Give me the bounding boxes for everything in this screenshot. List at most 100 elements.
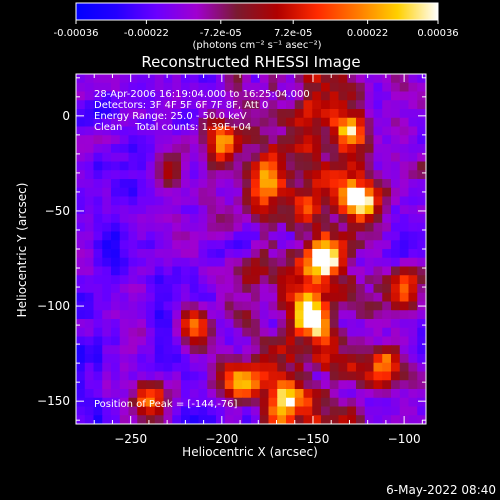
- heatmap-cell: [111, 100, 121, 110]
- heatmap-cell: [417, 196, 426, 206]
- heatmap-cell: [399, 179, 410, 189]
- y-axis-ticks: 0−50−100−150: [37, 77, 426, 421]
- heatmap-cell: [233, 152, 243, 163]
- heatmap-cell: [391, 170, 401, 180]
- heatmap-cell: [154, 126, 165, 136]
- heatmap-cell: [198, 152, 208, 163]
- heatmap-cell: [224, 266, 235, 276]
- heatmap-cell: [137, 389, 147, 399]
- heatmap-cell: [137, 117, 147, 128]
- heatmap-cell: [294, 240, 305, 250]
- heatmap-cell: [163, 74, 173, 84]
- heatmap-cell: [207, 380, 217, 390]
- heatmap-cell: [268, 231, 278, 241]
- heatmap-cell: [198, 74, 208, 84]
- heatmap-cell: [277, 275, 287, 285]
- heatmap-cell: [84, 292, 95, 303]
- heatmap-cell: [294, 135, 305, 145]
- heatmap-cell: [303, 109, 313, 119]
- heatmap-cell: [251, 354, 261, 364]
- heatmap-cell: [128, 301, 138, 311]
- heatmap-cell: [181, 74, 191, 84]
- heatmap-cell: [233, 231, 243, 241]
- heatmap-cell: [154, 336, 165, 346]
- heatmap-cell: [128, 406, 138, 416]
- heatmap-cell: [268, 389, 278, 399]
- heatmap-cell: [286, 135, 296, 145]
- heatmap-cell: [373, 222, 383, 233]
- heatmap-cell: [259, 179, 270, 189]
- heatmap-cell: [119, 74, 130, 84]
- heatmap-cell: [321, 301, 331, 311]
- heatmap-cell: [76, 336, 86, 346]
- heatmap-cell: [233, 397, 243, 408]
- heatmap-cell: [277, 222, 287, 233]
- heatmap-cell: [321, 161, 331, 171]
- heatmap-cell: [181, 415, 191, 424]
- heatmap-cell: [172, 380, 182, 390]
- heatmap-cell: [242, 240, 252, 250]
- heatmap-cell: [373, 179, 383, 189]
- heatmap-cell: [181, 284, 191, 294]
- heatmap-cell: [294, 415, 305, 424]
- heatmap-cell: [198, 310, 208, 320]
- heatmap-cell: [233, 161, 243, 171]
- heatmap-cell: [224, 371, 235, 381]
- heatmap-cell: [146, 144, 156, 154]
- heatmap-cell: [172, 187, 182, 198]
- heatmap-cell: [312, 179, 322, 189]
- heatmap-cell: [303, 406, 313, 416]
- heatmap-cell: [373, 319, 383, 329]
- heatmap-cell: [163, 284, 173, 294]
- heatmap-cell: [294, 257, 305, 268]
- heatmap-cell: [277, 319, 287, 329]
- heatmap-cell: [119, 240, 130, 250]
- heatmap-cell: [356, 152, 366, 163]
- heatmap-cell: [84, 266, 95, 276]
- heatmap-cell: [198, 240, 208, 250]
- heatmap-cell: [312, 406, 322, 416]
- heatmap-cell: [251, 292, 261, 303]
- heatmap-cell: [216, 327, 226, 338]
- heatmap-cell: [128, 389, 138, 399]
- heatmap-cell: [294, 389, 305, 399]
- heatmap-cell: [198, 179, 208, 189]
- heatmap-cell: [399, 231, 410, 241]
- heatmap-cell: [84, 100, 95, 110]
- heatmap-cell: [93, 284, 103, 294]
- heatmap-cell: [391, 187, 401, 198]
- heatmap-cell: [154, 135, 165, 145]
- heatmap-cell: [137, 74, 147, 84]
- heatmap-cell: [181, 354, 191, 364]
- heatmap-cell: [338, 362, 348, 373]
- heatmap-cell: [216, 170, 226, 180]
- heatmap-cell: [102, 371, 112, 381]
- heatmap-cell: [347, 170, 357, 180]
- heatmap-cell: [382, 362, 392, 373]
- heatmap-cell: [76, 117, 86, 128]
- heatmap-cell: [329, 371, 340, 381]
- heatmap-cell: [172, 354, 182, 364]
- heatmap-cell: [128, 144, 138, 154]
- heatmap-cell: [251, 249, 261, 259]
- heatmap-cell: [294, 91, 305, 101]
- heatmap-cell: [128, 319, 138, 329]
- heatmap-cell: [146, 152, 156, 163]
- heatmap-cell: [417, 345, 426, 355]
- heatmap-cell: [338, 170, 348, 180]
- heatmap-cell: [119, 109, 130, 119]
- heatmap-cell: [163, 170, 173, 180]
- heatmap-cell: [364, 117, 375, 128]
- heatmap-cell: [268, 310, 278, 320]
- heatmap-cell: [364, 327, 375, 338]
- heatmap-cell: [154, 345, 165, 355]
- heatmap-cell: [251, 406, 261, 416]
- heatmap-cell: [251, 231, 261, 241]
- heatmap-cell: [338, 389, 348, 399]
- heatmap-cell: [93, 74, 103, 84]
- heatmap-cell: [356, 257, 366, 268]
- heatmap-cell: [286, 319, 296, 329]
- heatmap-cell: [382, 109, 392, 119]
- heatmap-cell: [347, 144, 357, 154]
- heatmap-cell: [286, 109, 296, 119]
